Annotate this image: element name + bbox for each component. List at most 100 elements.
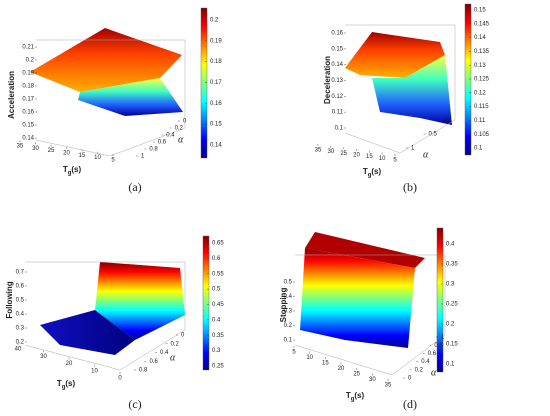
z-tick-label: 0.14 bbox=[331, 62, 343, 68]
x-tick-label: 35 bbox=[385, 383, 392, 389]
z-tick-label: 0.2 bbox=[26, 58, 35, 64]
alpha-tick-label: 0.8 bbox=[149, 147, 158, 153]
colorbar-tick-label: 0.25 bbox=[212, 364, 224, 370]
colorbar-tick-label: 0.145 bbox=[474, 21, 490, 27]
x-tick-label: 20 bbox=[66, 361, 73, 367]
x-axis-label: Tg(s) bbox=[346, 391, 365, 402]
axis-box bbox=[344, 24, 456, 154]
colorbar-tick-label: 0.11 bbox=[474, 118, 486, 124]
x-tick-label: 35 bbox=[315, 148, 322, 154]
z-tick-label: 0.14 bbox=[22, 136, 34, 142]
alpha-tick-label: 1 bbox=[141, 154, 145, 160]
x-tick-label: 20 bbox=[338, 366, 345, 372]
colorbar-tick-label: 0.65 bbox=[212, 241, 224, 247]
colorbar-tick-label: 0.1 bbox=[446, 362, 455, 368]
x-label-base: T bbox=[57, 379, 62, 388]
alpha-tick-label: 0.4 bbox=[166, 133, 175, 139]
colorbar bbox=[200, 7, 208, 159]
colorbar-tick-label: 0.13 bbox=[474, 63, 486, 69]
x-tick-label: 30 bbox=[369, 377, 376, 383]
z-axis-label: Stopping bbox=[279, 288, 288, 323]
x-tick-label: 15 bbox=[79, 153, 86, 159]
colorbar bbox=[436, 227, 444, 373]
alpha-axis-label: α bbox=[423, 149, 429, 160]
z-tick-label: 0.17 bbox=[22, 97, 34, 103]
alpha-tick-label: 0 bbox=[181, 333, 185, 339]
z-tick-label: 0.2 bbox=[16, 340, 25, 346]
z-tick-label: 0.6 bbox=[16, 284, 25, 290]
z-tick-label: 0.2 bbox=[284, 323, 293, 329]
caption: (d) bbox=[403, 397, 417, 411]
z-tick-label: 0.21 bbox=[22, 45, 34, 51]
colorbar-tick-label: 0.35 bbox=[212, 333, 224, 339]
alpha-tick-label: 0 bbox=[408, 376, 412, 382]
alpha-tick-label: 0.2 bbox=[171, 341, 180, 347]
colorbar-tick-label: 0.15 bbox=[474, 8, 486, 14]
colorbar-tick-label: 0.17 bbox=[210, 80, 222, 86]
x-tick-label: 20 bbox=[63, 151, 70, 157]
alpha-tick-label: 0.8 bbox=[434, 343, 443, 349]
x-tick-label: 15 bbox=[322, 361, 329, 367]
alpha-tick-label: 0.8 bbox=[139, 368, 148, 374]
x-axis-label: Tg(s) bbox=[363, 167, 382, 178]
alpha-tick-label: 0 bbox=[446, 118, 450, 124]
colorbar-tick-label: 0.125 bbox=[474, 77, 490, 83]
colorbar-tick-label: 0.4 bbox=[212, 317, 221, 323]
colorbar-tick-label: 0.2 bbox=[210, 18, 219, 24]
caption: (b) bbox=[403, 180, 417, 194]
alpha-tick-label: 0.6 bbox=[150, 359, 159, 365]
panel: 0.40.350.30.250.20.150.10.50.40.30.20.15… bbox=[279, 227, 458, 411]
z-axis-label: Deceleration bbox=[323, 56, 332, 104]
colorbar-tick-label: 0.45 bbox=[212, 302, 224, 308]
colorbar-tick-label: 0.5 bbox=[212, 287, 221, 293]
z-tick-label: 0.1 bbox=[335, 126, 344, 132]
colorbar-tick-label: 0.12 bbox=[474, 90, 486, 96]
axis-box bbox=[294, 254, 446, 376]
x-tick-label: 10 bbox=[379, 156, 386, 162]
alpha-tick-label: 1 bbox=[441, 335, 445, 341]
alpha-tick-label: 0.2 bbox=[415, 367, 424, 373]
z-tick-label: 0.5 bbox=[16, 298, 25, 304]
alpha-axis-label: α bbox=[178, 134, 184, 145]
colorbar-tick-label: 0.105 bbox=[474, 132, 490, 138]
x-tick-label: 5 bbox=[292, 350, 296, 356]
alpha-axis-label: α bbox=[170, 352, 176, 363]
z-tick-label: 0.15 bbox=[22, 123, 34, 129]
z-tick-label: 0.1 bbox=[284, 338, 293, 344]
colorbar-tick-label: 0.4 bbox=[446, 242, 455, 248]
colorbar-tick-label: 0.135 bbox=[474, 49, 490, 55]
z-tick-label: 0.3 bbox=[16, 326, 25, 332]
surface-a bbox=[30, 28, 183, 116]
surface-b bbox=[345, 32, 452, 125]
colorbar-tick-label: 0.3 bbox=[446, 282, 455, 288]
colorbar-tick-label: 0.18 bbox=[210, 59, 222, 65]
x-label-sub: g bbox=[62, 384, 66, 390]
z-tick-label: 0.5 bbox=[284, 280, 293, 286]
x-tick-label: 15 bbox=[366, 154, 373, 160]
colorbar bbox=[202, 235, 210, 371]
axis-box bbox=[24, 261, 186, 371]
x-tick-label: 40 bbox=[15, 347, 22, 353]
z-axis-label: Acceleration bbox=[7, 71, 16, 119]
x-tick-label: 30 bbox=[32, 146, 39, 152]
panel: 0.650.60.550.50.450.40.350.30.250.70.60.… bbox=[5, 235, 224, 411]
colorbar-tick-label: 0.15 bbox=[210, 122, 222, 128]
x-tick-label: 25 bbox=[353, 372, 360, 378]
alpha-tick-label: 0.2 bbox=[175, 126, 184, 132]
z-axis-label: Following bbox=[5, 281, 14, 318]
z-tick-label: 0.19 bbox=[22, 71, 34, 77]
x-label-sub: g bbox=[351, 396, 355, 402]
z-tick-label: 0.4 bbox=[16, 312, 25, 318]
x-tick-label: 10 bbox=[91, 368, 98, 374]
colorbar-tick-label: 0.1 bbox=[474, 146, 483, 152]
alpha-tick-label: 0.4 bbox=[160, 350, 169, 356]
colorbar-tick-label: 0.14 bbox=[474, 35, 486, 41]
z-tick-label: 0.11 bbox=[332, 110, 344, 116]
alpha-tick-label: 0.4 bbox=[421, 359, 430, 365]
x-tick-label: 35 bbox=[17, 144, 24, 150]
alpha-tick-label: 1 bbox=[411, 146, 415, 152]
z-tick-label: 0.18 bbox=[22, 84, 34, 90]
z-tick-label: 0.4 bbox=[284, 294, 293, 300]
alpha-tick-label: 0.5 bbox=[429, 132, 438, 138]
